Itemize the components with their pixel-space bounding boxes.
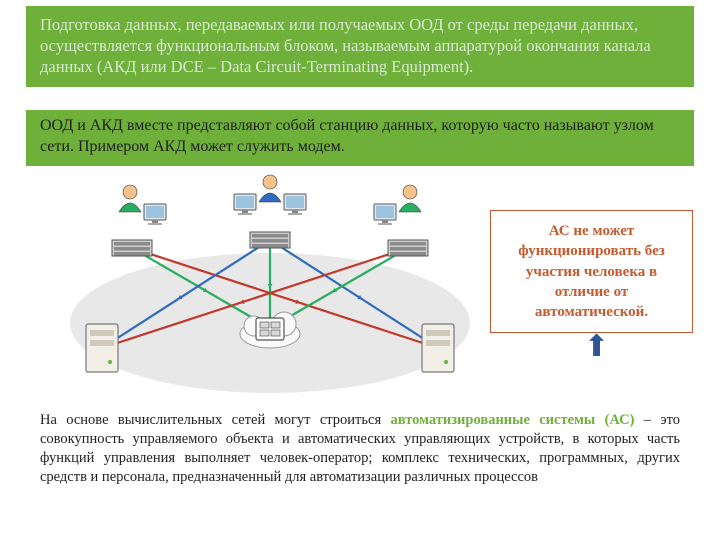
intro-text: Подготовка данных, передаваемых или полу… (40, 15, 651, 76)
callout-text: АС не может функционировать без участия … (518, 223, 665, 320)
node-pc2b (284, 194, 306, 215)
arrow-up-icon: ⬆ (584, 332, 609, 362)
intro-box: Подготовка данных, передаваемых или полу… (26, 6, 694, 87)
node-pc2 (234, 194, 256, 215)
node-u3 (399, 185, 421, 212)
node-sv1 (86, 324, 118, 372)
definition-highlight: автоматизированные системы (АС) (390, 412, 634, 428)
node-rk2 (250, 232, 290, 248)
station-box: ООД и АКД вместе представляют собой стан… (26, 110, 694, 166)
network-diagram (60, 168, 480, 398)
node-rk1 (112, 240, 152, 256)
node-pc3 (374, 204, 396, 225)
node-hub (240, 312, 300, 348)
node-u1 (119, 185, 141, 212)
callout-box: АС не может функционировать без участия … (490, 210, 693, 333)
node-rk3 (388, 240, 428, 256)
node-u2 (259, 175, 281, 202)
definition-pre: На основе вычислительных сетей могут стр… (40, 412, 390, 428)
definition-box: На основе вычислительных сетей могут стр… (26, 405, 694, 500)
node-sv2 (422, 324, 454, 372)
node-pc1 (144, 204, 166, 225)
station-text: ООД и АКД вместе представляют собой стан… (40, 117, 654, 155)
